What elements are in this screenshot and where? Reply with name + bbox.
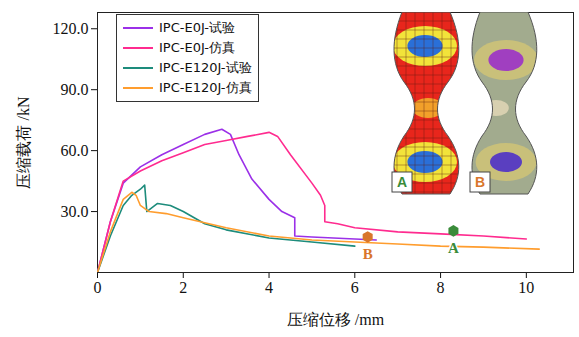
html-text:IPC-E120J-仿真: IPC-E120J-仿真 xyxy=(159,80,252,95)
svg-text:B: B xyxy=(363,246,373,262)
svg-text:120.0: 120.0 xyxy=(53,20,89,37)
svg-text:90.0: 90.0 xyxy=(61,81,89,98)
svg-text:B: B xyxy=(475,174,485,190)
svg-text:30.0: 30.0 xyxy=(61,203,89,220)
svg-text:6: 6 xyxy=(351,279,359,296)
svg-text:A: A xyxy=(397,174,407,190)
svg-text:0: 0 xyxy=(94,279,102,296)
html-text:IPC-E0J-仿真: IPC-E0J-仿真 xyxy=(159,40,235,55)
svg-text:8: 8 xyxy=(437,279,445,296)
svg-text:10: 10 xyxy=(518,279,534,296)
svg-text:2: 2 xyxy=(179,279,187,296)
svg-text:4: 4 xyxy=(265,279,273,296)
html-text:IPC-E120J-试验: IPC-E120J-试验 xyxy=(159,60,252,75)
html-text:IPC-E0J-试验: IPC-E0J-试验 xyxy=(159,20,235,35)
svg-text:压缩载荷 /kN: 压缩载荷 /kN xyxy=(15,96,32,188)
svg-text:A: A xyxy=(448,240,459,256)
svg-text:压缩位移 /mm: 压缩位移 /mm xyxy=(287,311,385,328)
svg-text:60.0: 60.0 xyxy=(61,142,89,159)
